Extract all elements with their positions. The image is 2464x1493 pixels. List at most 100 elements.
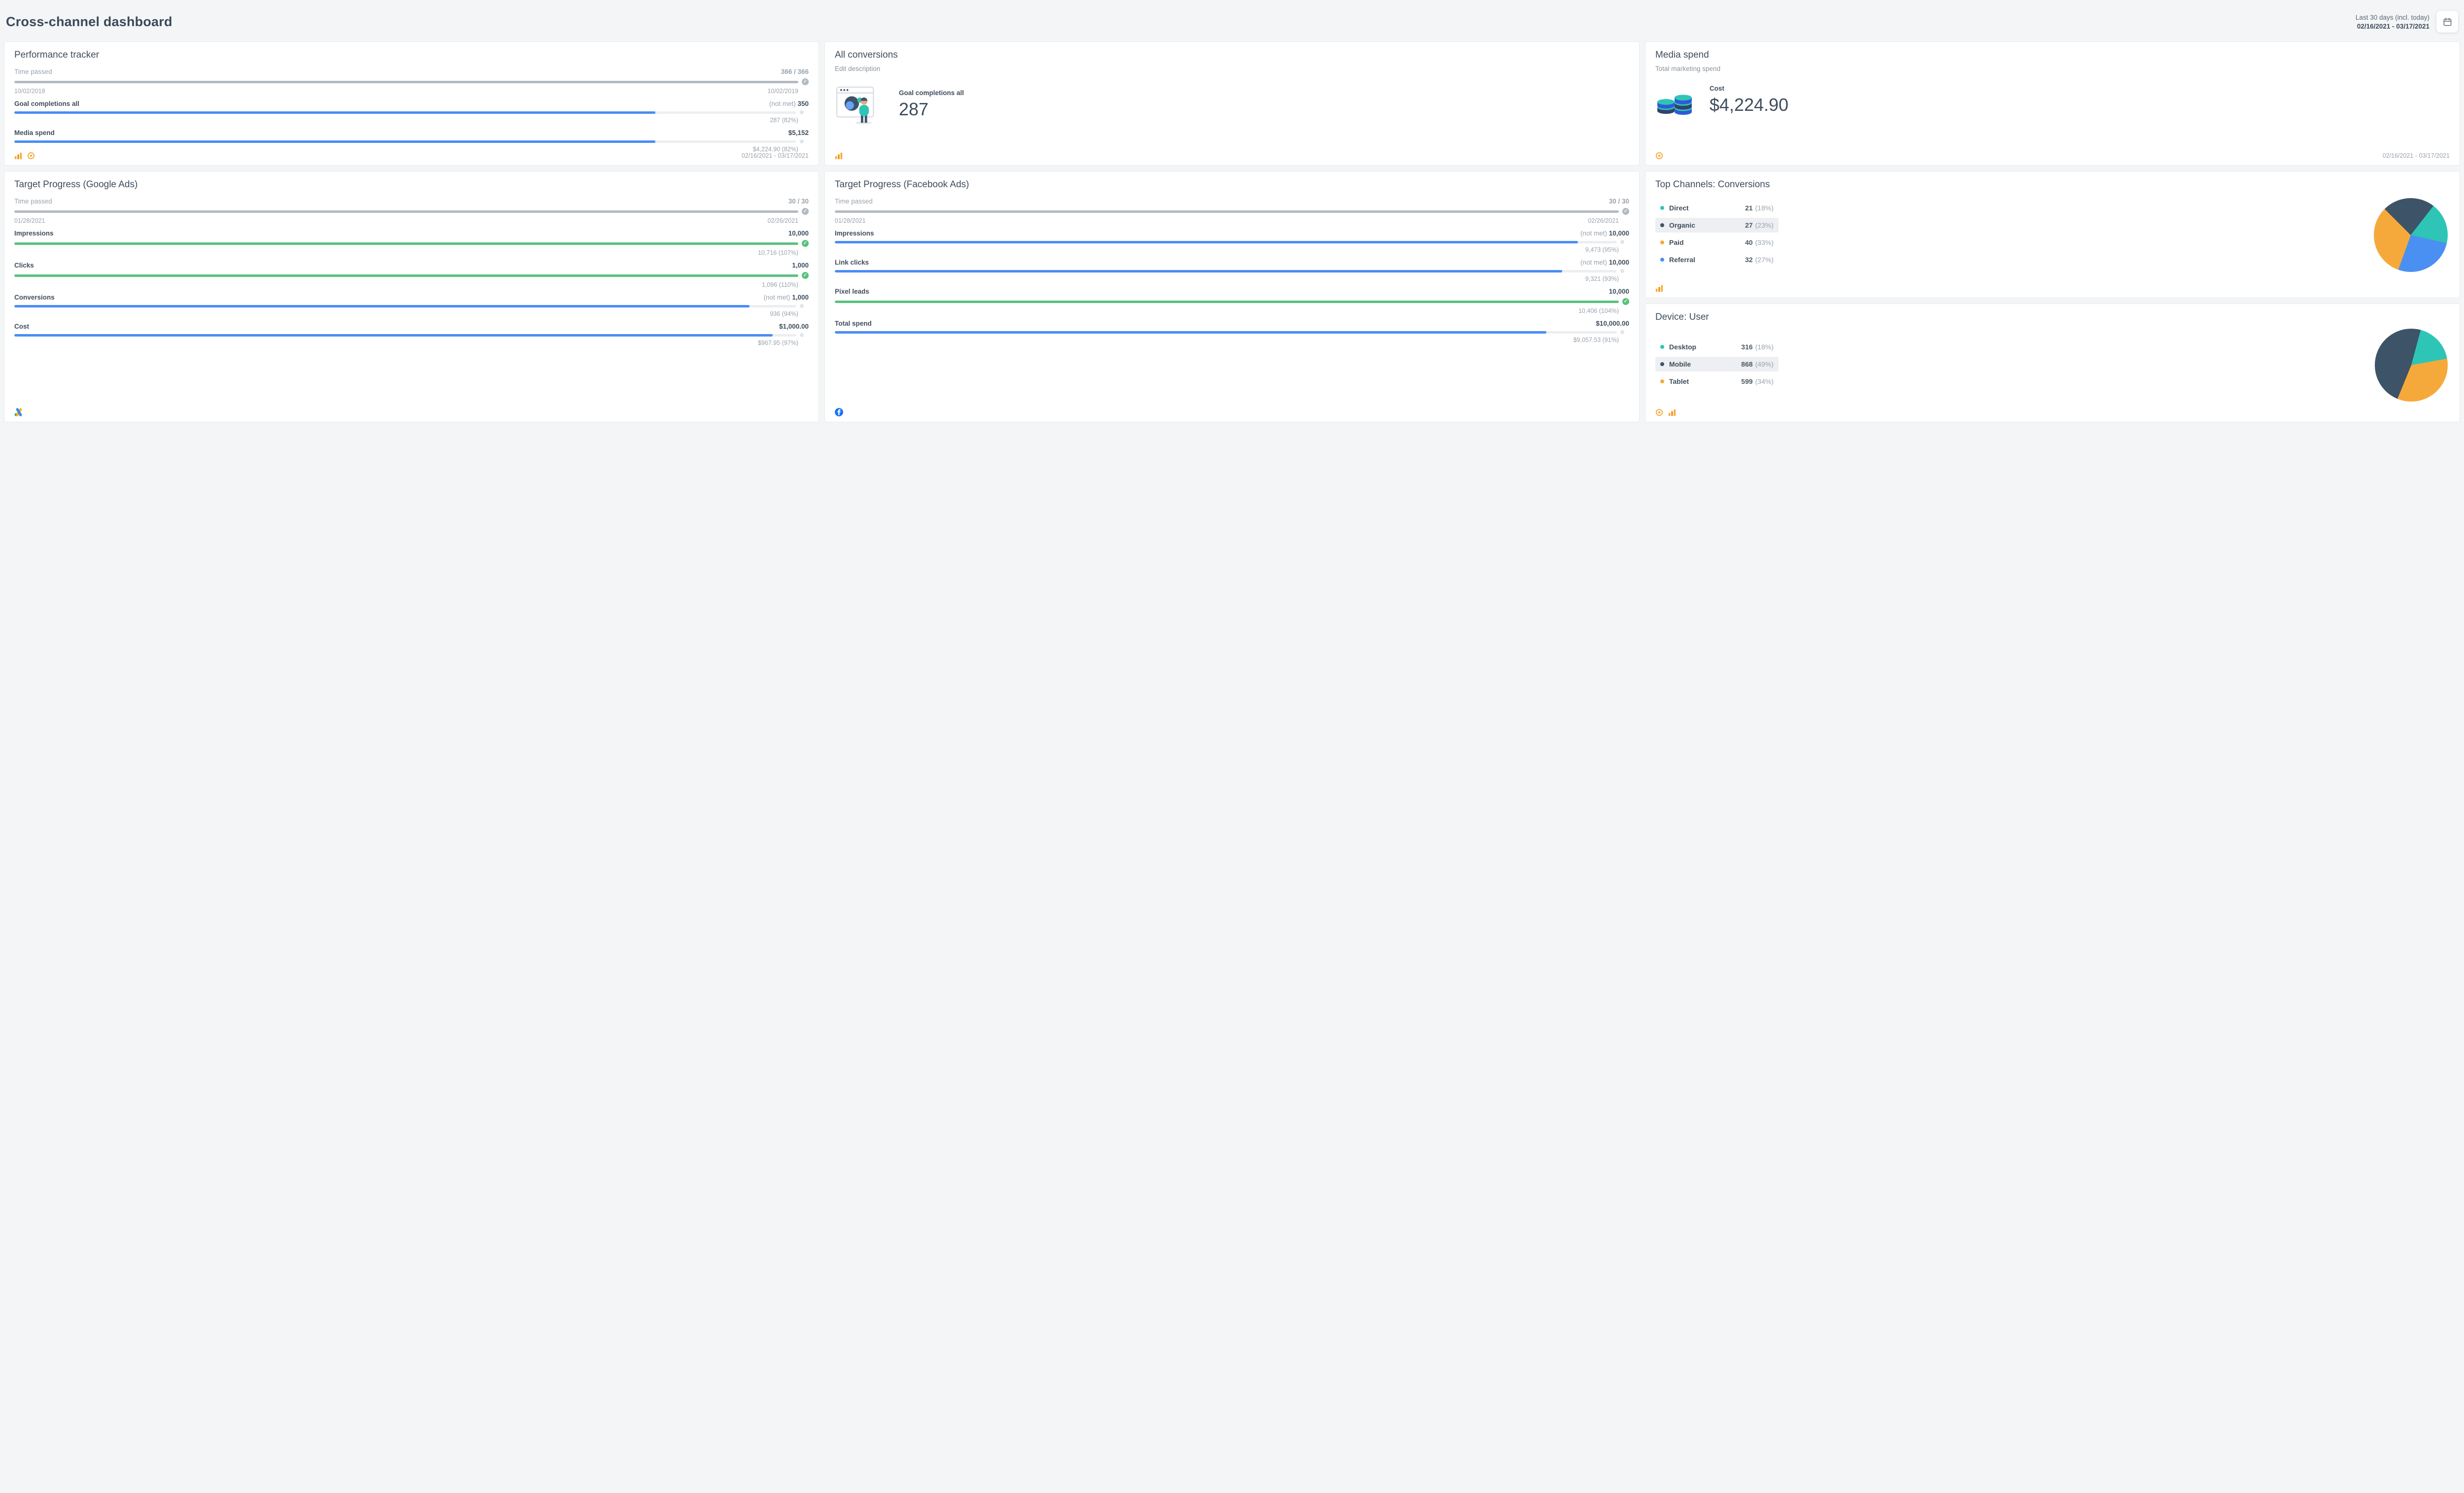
metric-status-prefix: (not met): [763, 294, 792, 301]
metric-start-value: 01/28/2021: [14, 217, 45, 225]
analytics-icon: [1655, 284, 1663, 292]
legend-value: 21(18%): [1745, 204, 1774, 212]
metric-target-value: 10,000: [1609, 259, 1629, 266]
legend-dot: [1660, 240, 1664, 244]
legend-label: Paid: [1669, 238, 1684, 246]
legend-item[interactable]: Direct 21(18%): [1655, 201, 1779, 215]
status-icon: [800, 304, 804, 308]
metric-current-value: 10,716 (107%): [758, 249, 798, 257]
metric-target-value: $1,000.00: [779, 323, 809, 330]
metric-label: Conversions: [14, 294, 55, 301]
progress-metric: Time passed 30 / 30 01/28/2021 02/26/202…: [14, 198, 809, 225]
status-icon: [802, 240, 809, 247]
legend-dot: [1660, 362, 1664, 366]
metric-current-value: 10/02/2019: [767, 88, 798, 95]
metric-target: $5,152: [788, 129, 809, 136]
metric-current-value: 02/26/2021: [1588, 217, 1619, 225]
legend-label: Direct: [1669, 204, 1689, 212]
metric-target-value: 1,000: [792, 294, 809, 301]
progress-metric: Conversions (not met) 1,000 936 (94%): [14, 294, 809, 318]
progress-bar-track: [14, 305, 796, 307]
metric-target: 10,000: [788, 230, 809, 237]
metric-target-value: 30 / 30: [788, 198, 809, 205]
metric-current-value: 9,473 (95%): [1585, 246, 1619, 254]
metric-status-prefix: (not met): [1580, 259, 1609, 266]
progress-metric: Time passed 366 / 366 10/02/2018 10/02/2…: [14, 68, 809, 95]
google-ads-icon: [14, 408, 24, 416]
metrics-list: Time passed 30 / 30 01/28/2021 02/26/202…: [835, 198, 1629, 344]
card-title: Target Progress (Google Ads): [14, 179, 809, 190]
date-range-value: 02/16/2021 - 03/17/2021: [2356, 23, 2430, 30]
progress-bar-track: [14, 140, 796, 143]
progress-bar-track: [14, 210, 798, 213]
conversions-pie-chart: [2374, 198, 2448, 272]
target-progress-google-card: Target Progress (Google Ads) Time passed…: [4, 171, 819, 422]
progress-metric: Goal completions all (not met) 350 287 (…: [14, 100, 809, 124]
channels-legend: Direct 21(18%) Organic 27(23%) Paid: [1655, 201, 1779, 270]
target-icon: [1655, 152, 1663, 160]
progress-bar-fill: [14, 140, 655, 143]
status-icon: [1622, 208, 1629, 215]
legend-label: Mobile: [1669, 360, 1691, 368]
target-icon: [27, 152, 35, 160]
metric-label: Time passed: [835, 198, 873, 205]
legend-item[interactable]: Organic 27(23%): [1655, 218, 1779, 233]
progress-bar-track: [835, 331, 1617, 334]
metric-name: Cost: [1710, 85, 1788, 92]
metric-target-value: 10,000: [788, 230, 809, 237]
legend-dot: [1660, 379, 1664, 383]
status-icon: [802, 272, 809, 279]
metric-big-value: 287: [899, 99, 964, 120]
legend-dot: [1660, 223, 1664, 227]
card-subtitle: Total marketing spend: [1655, 65, 2450, 72]
progress-bar-fill: [835, 331, 1546, 334]
device-pie-chart: [2375, 329, 2448, 402]
metric-target: 30 / 30: [1609, 198, 1629, 205]
metric-target-value: $10,000.00: [1596, 320, 1629, 327]
metric-label: Clicks: [14, 262, 34, 269]
calendar-button[interactable]: [2436, 11, 2458, 33]
progress-bar-track: [835, 301, 1619, 303]
legend-item[interactable]: Desktop 316(18%): [1655, 339, 1779, 354]
performance-tracker-card: Performance tracker Time passed 366 / 36…: [4, 41, 819, 166]
metric-label: Impressions: [835, 230, 874, 237]
metric-target-value: 1,000: [792, 262, 809, 269]
card-date-range: 02/16/2021 - 03/17/2021: [2383, 152, 2450, 159]
progress-bar-fill: [835, 241, 1578, 243]
progress-metric: Impressions (not met) 10,000 9,473 (95%): [835, 230, 1629, 254]
progress-bar-fill: [14, 305, 750, 307]
metric-label: Link clicks: [835, 259, 869, 266]
progress-bar-track: [14, 334, 796, 337]
legend-item[interactable]: Mobile 868(49%): [1655, 357, 1779, 372]
card-title: Top Channels: Conversions: [1655, 179, 2450, 190]
metric-label: Cost: [14, 323, 29, 330]
metrics-list: Time passed 366 / 366 10/02/2018 10/02/2…: [14, 68, 809, 153]
progress-metric: Total spend $10,000.00 $9,057.53 (91%): [835, 320, 1629, 344]
edit-description-link[interactable]: Edit description: [835, 65, 1629, 72]
status-icon: [800, 139, 804, 143]
metric-name: Goal completions all: [899, 89, 964, 97]
progress-metric: Time passed 30 / 30 01/28/2021 02/26/202…: [835, 198, 1629, 225]
legend-value: 599(34%): [1741, 377, 1774, 385]
date-range-display[interactable]: Last 30 days (incl. today) 02/16/2021 - …: [2356, 14, 2430, 30]
metric-target: (not met) 1,000: [763, 294, 809, 301]
target-progress-facebook-card: Target Progress (Facebook Ads) Time pass…: [824, 171, 1640, 422]
date-range-label: Last 30 days (incl. today): [2356, 14, 2430, 21]
legend-label: Referral: [1669, 256, 1695, 264]
legend-item[interactable]: Paid 40(33%): [1655, 235, 1779, 250]
top-channels-card: Top Channels: Conversions Direct 21(18%)…: [1645, 171, 2460, 298]
metric-start-value: 10/02/2018: [14, 88, 45, 95]
status-icon: [800, 333, 804, 337]
card-title: All conversions: [835, 50, 1629, 61]
legend-item[interactable]: Referral 32(27%): [1655, 252, 1779, 267]
metric-label: Pixel leads: [835, 288, 869, 295]
legend-label: Tablet: [1669, 377, 1689, 385]
legend-item[interactable]: Tablet 599(34%): [1655, 374, 1779, 389]
metric-target: (not met) 10,000: [1580, 259, 1629, 266]
metric-target: $10,000.00: [1596, 320, 1629, 327]
card-title: Performance tracker: [14, 50, 809, 61]
progress-bar-track: [14, 111, 796, 114]
card-title: Media spend: [1655, 50, 2450, 61]
progress-metric: Link clicks (not met) 10,000 9,321 (93%): [835, 259, 1629, 283]
progress-bar-fill: [14, 274, 798, 277]
